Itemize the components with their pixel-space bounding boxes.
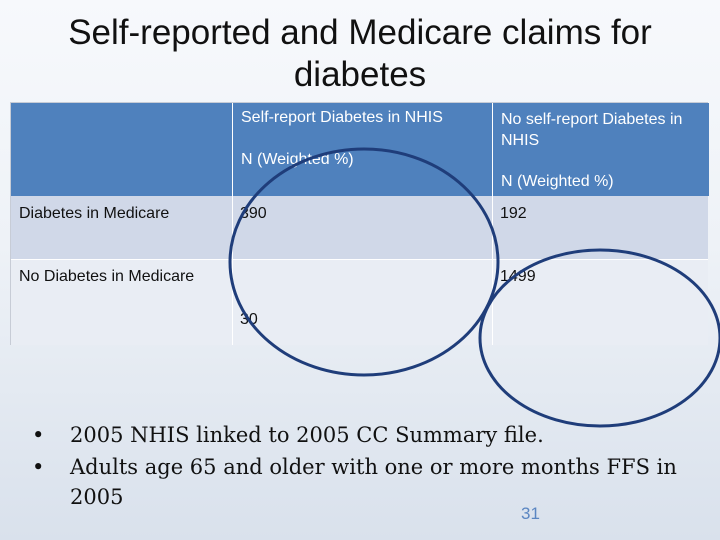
bullet-item: • 2005 NHIS linked to 2005 CC Summary fi… <box>30 420 700 450</box>
header-self-report-subtitle: N (Weighted %) <box>241 151 354 168</box>
bullet-text: 2005 NHIS linked to 2005 CC Summary file… <box>70 423 544 447</box>
claims-table: Self-report Diabetes in NHIS N (Weighted… <box>10 102 709 345</box>
header-no-self-report-label: No self-report Diabetes in NHIS <box>501 111 683 149</box>
row-label-no-diabetes-medicare: No Diabetes in Medicare <box>19 268 195 285</box>
row-label-diabetes-medicare: Diabetes in Medicare <box>19 205 170 222</box>
cell-192: 192 <box>500 205 527 222</box>
slide-title: Self-reported and Medicare claims for di… <box>68 13 652 94</box>
cell-30: 30 <box>240 311 258 328</box>
row-divider <box>11 259 708 260</box>
page-number: 31 <box>521 504 540 523</box>
header-no-self-report: No self-report Diabetes in NHIS N (Weigh… <box>492 103 709 196</box>
bullet-item: • Adults age 65 and older with one or mo… <box>30 452 700 512</box>
table-row: Diabetes in Medicare 390 192 <box>11 196 708 259</box>
bullet-text: Adults age 65 and older with one or more… <box>70 455 677 509</box>
header-self-report-label: Self-report Diabetes in NHIS <box>241 109 443 126</box>
header-self-report: Self-report Diabetes in NHIS N (Weighted… <box>232 103 493 196</box>
table-row: No Diabetes in Medicare 30 1499 <box>11 259 708 345</box>
column-divider <box>232 196 233 345</box>
bullet-dot: • <box>32 455 45 479</box>
bullet-dot: • <box>32 423 45 447</box>
header-no-self-report-subtitle: N (Weighted %) <box>501 173 614 190</box>
column-divider <box>492 196 493 345</box>
header-blank-cell <box>11 103 232 196</box>
bullet-list: • 2005 NHIS linked to 2005 CC Summary fi… <box>30 420 700 514</box>
cell-390: 390 <box>240 205 267 222</box>
cell-1499: 1499 <box>500 268 536 285</box>
